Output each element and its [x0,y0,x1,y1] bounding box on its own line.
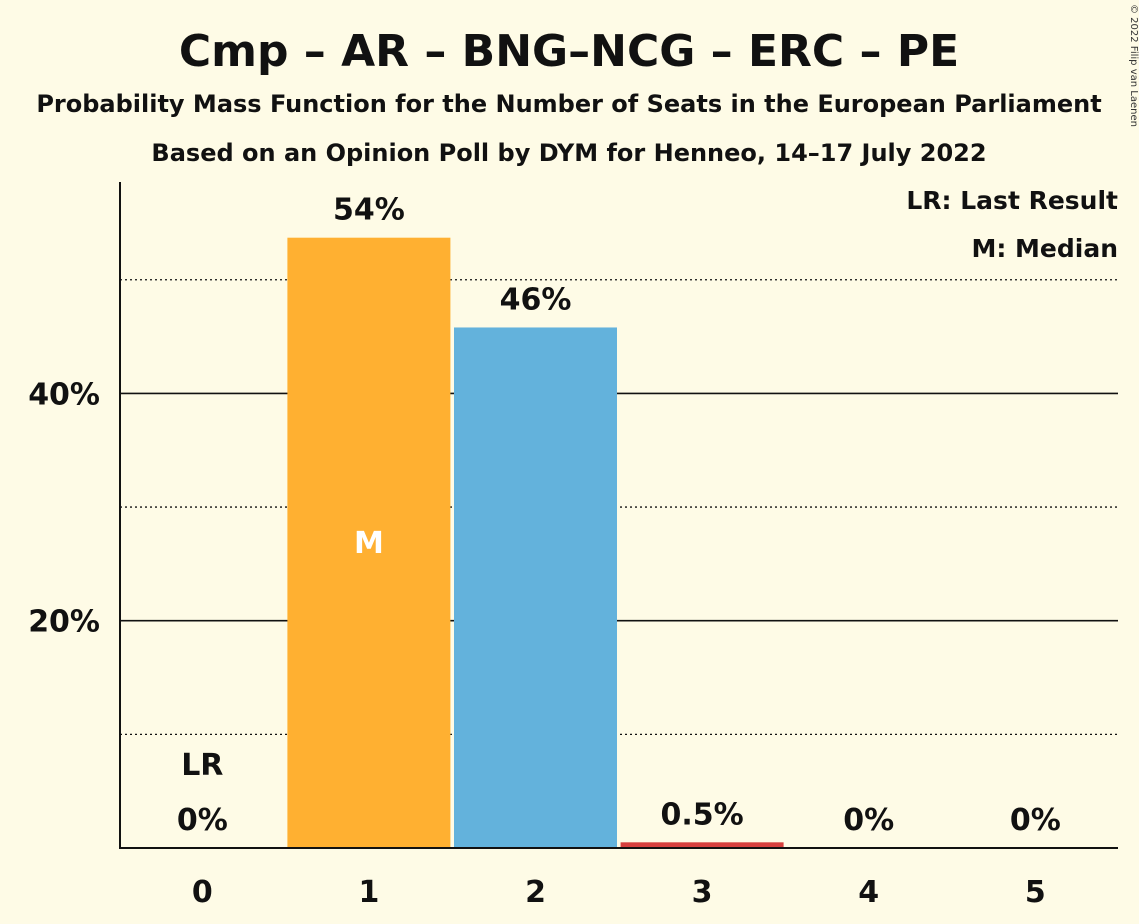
bar-2 [454,327,617,849]
x-ticks: 0 1 2 3 4 5 [192,875,1046,910]
y-ticks: 20% 40% [28,377,100,639]
bar-labels: 0% LR 54% M 46% 0.5% 0% 0% [177,193,1061,838]
x-tick-label-5: 5 [1025,875,1046,910]
bar-value-label-0: 0% [177,803,228,838]
chart-source: Based on an Opinion Poll by DYM for Henn… [151,139,986,167]
copyright-text: © 2022 Filip van Laenen [1128,4,1139,127]
bar-value-label-4: 0% [843,803,894,838]
bar-value-label-2: 46% [500,282,572,317]
x-tick-label-3: 3 [692,875,713,910]
x-tick-label-1: 1 [358,875,379,910]
bar-3 [620,842,784,848]
y-tick-label-0: 20% [28,605,100,640]
chart-subtitle: Probability Mass Function for the Number… [36,90,1101,118]
x-tick-label-0: 0 [192,875,213,910]
bar-value-label-1: 54% [333,193,405,228]
bars [287,237,784,849]
legend-last-result: LR: Last Result [906,186,1118,215]
chart-title: Cmp – AR – BNG–NCG – ERC – PE [179,26,959,77]
x-tick-label-4: 4 [858,875,879,910]
x-tick-label-2: 2 [525,875,546,910]
median-marker: M [354,526,384,561]
bar-value-label-5: 0% [1010,803,1061,838]
y-tick-label-1: 40% [28,377,100,412]
legend-median: M: Median [971,234,1118,263]
bar-value-label-3: 0.5% [660,797,743,832]
bar-1 [287,237,451,848]
grid [120,279,1118,735]
last-result-marker: LR [181,748,223,783]
